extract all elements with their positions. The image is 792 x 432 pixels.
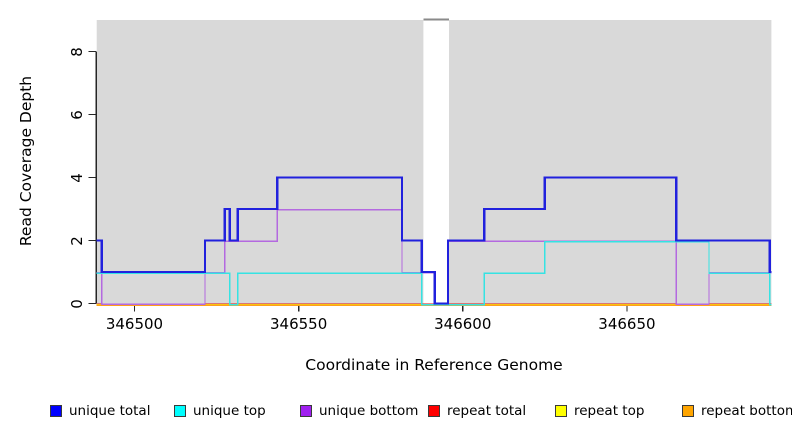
legend-item-repeat-top: repeat top — [555, 402, 644, 420]
y-axis-title: Read Coverage Depth — [17, 75, 35, 247]
legend-swatch-icon — [300, 405, 312, 417]
legend-swatch-icon — [50, 405, 62, 417]
masked-region — [423, 19, 449, 304]
x-tick-label: 346500 — [105, 315, 164, 333]
legend-item-repeat-bottom: repeat bottom — [682, 402, 792, 420]
series-line-unique-top — [96, 240, 772, 306]
x-axis-title: Coordinate in Reference Genome — [305, 356, 563, 374]
legend-label: repeat top — [574, 403, 645, 419]
legend-item-unique-top: unique top — [174, 402, 266, 420]
legend-swatch-icon — [174, 405, 186, 417]
legend-item-unique-total: unique total — [50, 402, 150, 420]
y-tick-label: 4 — [68, 172, 86, 183]
legend-label: unique bottom — [319, 403, 419, 419]
x-tick-label: 346550 — [269, 315, 328, 333]
y-tick-label: 6 — [68, 109, 86, 120]
series-line-unique-total — [96, 176, 772, 305]
legend-label: unique top — [193, 403, 266, 419]
legend-swatch-icon — [682, 405, 694, 417]
y-tick-label: 2 — [68, 235, 86, 246]
legend-label: repeat total — [447, 403, 527, 419]
y-tick-label: 0 — [68, 298, 86, 309]
x-tick-label: 346600 — [434, 315, 492, 333]
y-tick-label: 8 — [68, 46, 86, 57]
legend-swatch-icon — [555, 405, 567, 417]
legend-label: unique total — [69, 403, 151, 419]
x-tick-label: 346650 — [598, 315, 656, 333]
legend-item-unique-bottom: unique bottom — [300, 402, 418, 420]
legend-item-repeat-total: repeat total — [428, 402, 526, 420]
legend-label: repeat bottom — [701, 403, 792, 419]
legend-swatch-icon — [428, 405, 440, 417]
chart-legend: unique total unique top unique bottom repea… — [0, 399, 792, 423]
